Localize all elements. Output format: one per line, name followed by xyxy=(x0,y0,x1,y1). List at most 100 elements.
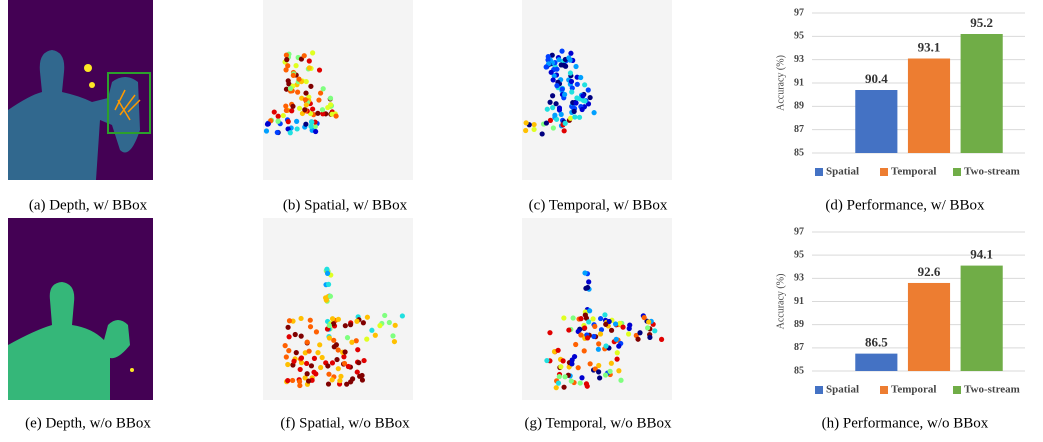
tsne-point xyxy=(587,308,592,313)
caption: (b) Spatial, w/ BBox xyxy=(283,197,408,213)
tsne-point xyxy=(305,371,310,376)
tsne-point xyxy=(293,63,298,68)
tsne-point xyxy=(647,335,652,340)
tsne-point xyxy=(531,127,536,132)
legend-label: Two-stream xyxy=(964,384,1020,396)
tsne-point xyxy=(561,385,566,390)
value-label: 90.4 xyxy=(865,71,888,86)
tsne-point xyxy=(326,372,331,377)
tsne-point xyxy=(294,119,299,124)
y-tick-label: 93 xyxy=(794,273,804,284)
tsne-point xyxy=(578,75,583,80)
tsne-point xyxy=(553,101,558,106)
tsne-point xyxy=(627,326,632,331)
tsne-point xyxy=(334,357,339,362)
tsne-point xyxy=(626,331,631,336)
tsne-point xyxy=(336,317,341,322)
y-tick-label: 89 xyxy=(794,319,804,330)
tsne-point xyxy=(556,381,561,386)
tsne-point xyxy=(620,325,625,330)
tsne-point xyxy=(310,50,315,55)
tsne-point xyxy=(652,328,657,333)
tsne-point xyxy=(318,90,323,95)
tsne-point xyxy=(344,382,349,387)
tsne-point xyxy=(596,347,601,352)
tsne-point xyxy=(544,120,549,125)
tsne-point xyxy=(387,320,392,325)
tsne-point xyxy=(298,316,303,321)
tsne-point xyxy=(571,315,576,320)
tsne-point xyxy=(645,325,650,330)
tsne-point xyxy=(294,350,299,355)
tsne-point xyxy=(284,108,289,113)
tsne-point xyxy=(549,70,554,75)
y-tick-label: 85 xyxy=(794,365,804,376)
tsne-point xyxy=(305,340,310,345)
tsne-point xyxy=(369,328,374,333)
tsne-point xyxy=(314,329,319,334)
caption: (d) Performance, w/ BBox xyxy=(825,197,985,213)
tsne-point xyxy=(307,65,312,70)
tsne-point xyxy=(599,327,604,332)
figure: (a) Depth, w/ BBox (b) Spatial, w/ BBox … xyxy=(0,0,1043,437)
tsne-point xyxy=(295,126,300,131)
tsne-point xyxy=(546,54,551,59)
tsne-point xyxy=(345,335,350,340)
tsne-point xyxy=(576,365,581,370)
tsne-point xyxy=(285,378,290,383)
tsne-point xyxy=(557,374,562,379)
tsne-point xyxy=(569,378,574,383)
tsne-point xyxy=(288,86,293,91)
tsne-point xyxy=(614,337,619,342)
tsne-point xyxy=(550,93,555,98)
tsne-point xyxy=(583,286,588,291)
tsne-point xyxy=(582,82,587,87)
tsne-point xyxy=(309,363,314,368)
y-tick-label: 93 xyxy=(794,54,804,65)
tsne-point xyxy=(302,53,307,58)
tsne-point xyxy=(316,97,321,102)
tsne-point xyxy=(615,350,620,355)
tsne-point xyxy=(591,334,596,339)
tsne-point xyxy=(646,319,651,324)
tsne-point xyxy=(326,282,331,287)
legend-swatch xyxy=(880,386,888,394)
tsne-point xyxy=(607,369,612,374)
tsne-point xyxy=(297,383,302,388)
tsne-point xyxy=(299,355,304,360)
y-tick-label: 95 xyxy=(794,249,804,260)
value-label: 93.1 xyxy=(918,39,941,54)
tsne-point xyxy=(361,320,366,325)
tsne-point xyxy=(286,348,291,353)
tsne-point xyxy=(584,381,589,386)
tsne-point xyxy=(580,93,585,98)
tsne-point xyxy=(310,106,315,111)
legend-swatch xyxy=(953,386,961,394)
tsne-point xyxy=(338,374,343,379)
tsne-point xyxy=(287,334,292,339)
tsne-point xyxy=(616,344,621,349)
tsne-point xyxy=(341,354,346,359)
tsne-point xyxy=(583,312,588,317)
tsne-point xyxy=(592,324,597,329)
tsne-point xyxy=(299,334,304,339)
tsne-point xyxy=(588,95,593,100)
legend-label: Spatial xyxy=(826,384,859,396)
tsne-point xyxy=(582,98,587,103)
tsne-point xyxy=(393,323,398,328)
tsne-point xyxy=(275,119,280,124)
tsne-point xyxy=(325,271,330,276)
tsne-point xyxy=(556,57,561,62)
y-tick-label: 95 xyxy=(794,31,804,42)
tsne-point xyxy=(308,318,313,323)
legend-swatch xyxy=(880,168,888,176)
tsne-point xyxy=(573,64,578,69)
tsne-point xyxy=(544,64,549,69)
tsne-point xyxy=(609,328,614,333)
y-tick-label: 87 xyxy=(794,124,804,135)
tsne-point xyxy=(303,97,308,102)
tsne-point xyxy=(365,315,370,320)
y-tick-label: 97 xyxy=(794,7,804,18)
tsne-point xyxy=(304,361,309,366)
tsne-point xyxy=(288,130,293,135)
